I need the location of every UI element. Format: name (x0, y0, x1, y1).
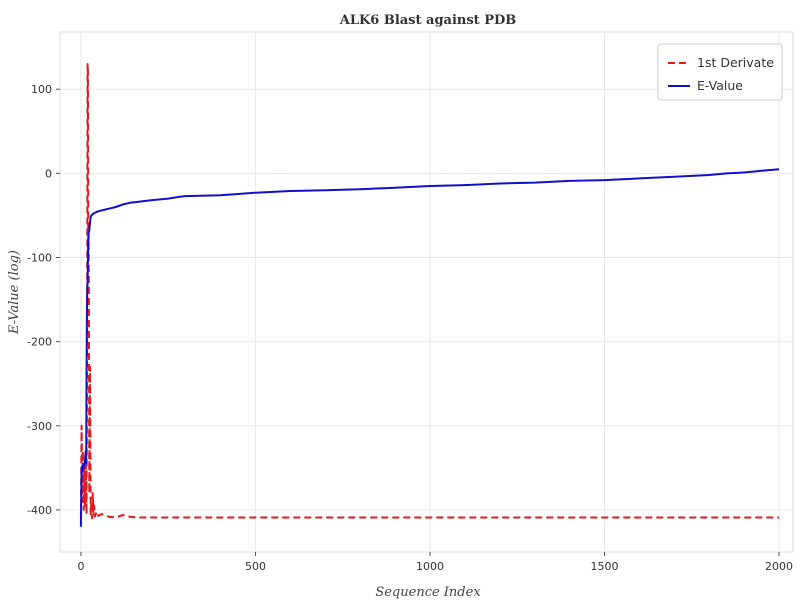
legend-label-1: 1st Derivate (697, 55, 774, 70)
y-tick-label: 0 (45, 167, 52, 180)
axis-ticks: 0 500 1000 1500 2000 -400 -300 -200 -100 0 100 (27, 83, 793, 573)
y-tick-label: -200 (27, 336, 52, 349)
x-tick-label: 2000 (765, 560, 793, 573)
plot-area (59, 31, 794, 553)
x-tick-label: 500 (245, 560, 266, 573)
y-tick-label: -100 (27, 252, 52, 265)
x-tick-label: 1000 (416, 560, 444, 573)
legend: 1st Derivate E-Value (657, 43, 783, 101)
y-tick-label: 100 (31, 83, 52, 96)
y-tick-label: -400 (27, 504, 52, 517)
series-line-1 (79, 63, 779, 520)
y-tick-label: -300 (27, 420, 52, 433)
x-tick-label: 0 (77, 560, 84, 573)
x-tick-label: 1500 (591, 560, 619, 573)
legend-label-2: E-Value (697, 78, 743, 93)
series-line-2 (79, 168, 780, 527)
series-layer (79, 63, 780, 527)
x-axis-label: Sequence Index (375, 585, 481, 600)
y-axis-label: E-Value (log) (7, 250, 22, 335)
grid-lines (60, 32, 793, 552)
chart-title: ALK6 Blast against PDB (339, 13, 517, 28)
